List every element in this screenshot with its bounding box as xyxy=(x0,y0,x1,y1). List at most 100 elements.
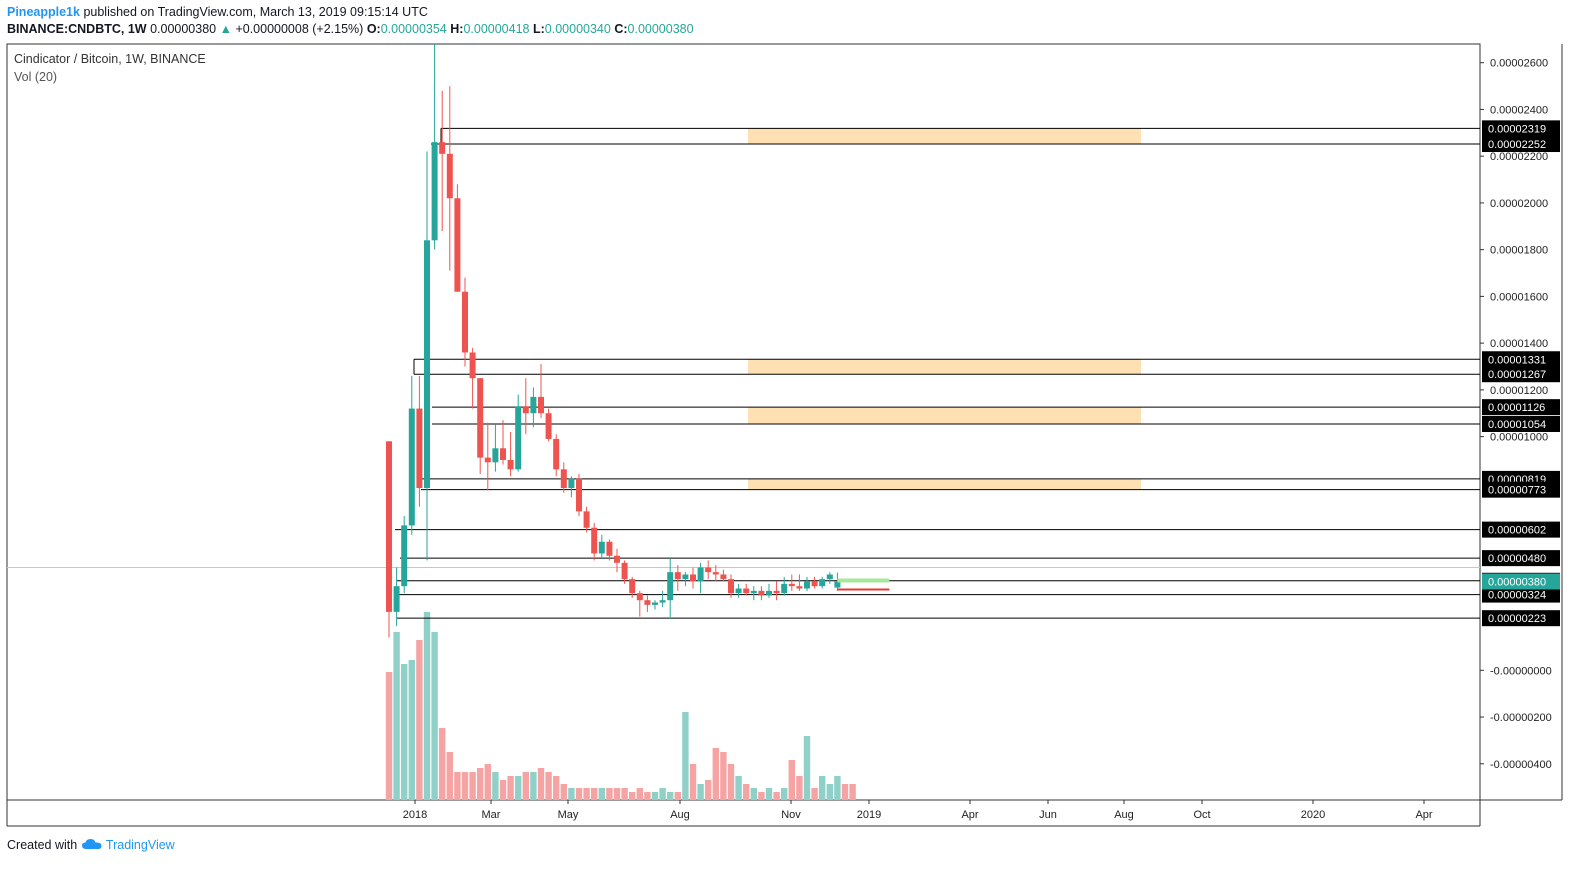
candle-body xyxy=(621,562,628,580)
candle-body xyxy=(469,352,476,379)
current-price-tag xyxy=(1482,573,1560,590)
pane-title: Cindicator / Bitcoin, 1W, BINANCE xyxy=(14,52,206,66)
volume-bar xyxy=(636,788,643,800)
x-tick-label: Apr xyxy=(1415,809,1432,821)
candle-body xyxy=(393,586,400,612)
volume-bar xyxy=(416,640,423,800)
volume-bar xyxy=(591,788,598,800)
level-price-tag xyxy=(1482,550,1560,567)
level-price-tag-label: 0.00001126 xyxy=(1488,402,1545,414)
candle-body xyxy=(682,574,689,580)
candle-body xyxy=(522,406,529,414)
candle-body xyxy=(568,478,575,489)
candle-body xyxy=(834,581,841,588)
publish-info: Pineapple1k published on TradingView.com… xyxy=(7,5,428,19)
candle-body xyxy=(652,602,658,605)
candle-body xyxy=(454,198,461,292)
tradingview-link[interactable]: TradingView xyxy=(105,838,175,852)
resistance-zone-1 xyxy=(748,359,1141,375)
level-price-tag xyxy=(1482,521,1560,538)
volume-bar xyxy=(750,788,757,800)
candle-body xyxy=(644,600,651,605)
low-label: L: xyxy=(532,22,545,36)
volume-bar xyxy=(621,788,628,800)
candle-body xyxy=(583,511,590,528)
candle-body xyxy=(712,572,719,575)
y-tick-label: -0.00000200 xyxy=(1490,712,1552,724)
candle-body xyxy=(553,438,560,470)
level-price-tag xyxy=(1482,136,1560,153)
candle-body xyxy=(735,588,742,594)
candle-body xyxy=(614,555,620,563)
level-price-tag xyxy=(1482,399,1560,416)
publish-text: published on TradingView.com, March 13, … xyxy=(83,5,428,19)
x-tick-label: Aug xyxy=(1114,809,1134,821)
x-tick-label: 2018 xyxy=(403,809,427,821)
candle-body xyxy=(515,406,522,470)
resistance-zone-3 xyxy=(748,478,1141,490)
symbol-label: BINANCE:CNDBTC, 1W xyxy=(7,22,147,36)
volume-bar xyxy=(423,612,431,800)
y-tick-label: 0.00002200 xyxy=(1490,151,1548,163)
volume-bar xyxy=(530,772,537,800)
volume-bar xyxy=(803,736,811,800)
volume-bar xyxy=(849,784,856,800)
created-with-text: Created with xyxy=(7,838,78,852)
candle-body xyxy=(606,541,613,556)
candle-body xyxy=(750,590,757,594)
volume-bar xyxy=(477,768,484,800)
volume-bar xyxy=(446,752,453,800)
level-price-tag-label: 0.00000773 xyxy=(1488,485,1546,497)
candle-body xyxy=(416,408,423,489)
volume-bar xyxy=(553,776,560,800)
y-tick-label: 0.00001800 xyxy=(1490,245,1548,257)
volume-bar xyxy=(537,768,545,800)
volume-bar xyxy=(385,672,393,800)
volume-bar xyxy=(469,772,476,800)
volume-bar xyxy=(796,776,803,800)
last-price: 0.00000380 xyxy=(150,22,217,36)
volume-bar xyxy=(522,772,529,800)
volume-bar xyxy=(560,784,567,800)
x-tick-label: Oct xyxy=(1193,809,1210,821)
y-tick-label: -0.00000400 xyxy=(1490,759,1552,771)
change-arrow-icon: ▲ xyxy=(219,22,232,36)
open-value: 0.00000354 xyxy=(380,22,447,36)
candle-body xyxy=(401,525,408,587)
x-tick-label: Jun xyxy=(1039,809,1057,821)
level-price-tag xyxy=(1482,351,1560,368)
y-tick-label: 0.00001200 xyxy=(1490,385,1548,397)
volume-bar xyxy=(834,776,841,800)
volume-bar xyxy=(507,776,514,800)
y-tick-label: 0.00001000 xyxy=(1490,432,1548,444)
candle-body xyxy=(811,581,818,587)
candle-body xyxy=(439,142,446,154)
volume-bar xyxy=(461,772,469,800)
volume-bar xyxy=(629,792,636,800)
candle-body xyxy=(781,583,788,594)
volume-bar xyxy=(568,788,575,800)
level-price-tag-label: 0.00000602 xyxy=(1488,525,1546,537)
volume-bar xyxy=(644,792,651,800)
candle-body xyxy=(576,478,582,512)
author-link[interactable]: Pineapple1k xyxy=(7,5,80,19)
volume-bar xyxy=(431,632,438,800)
candle-body xyxy=(690,574,696,582)
y-tick-label: 0.00001600 xyxy=(1490,291,1548,303)
candle-body xyxy=(766,590,772,596)
candle-body xyxy=(591,527,598,554)
candle-body xyxy=(819,579,826,587)
volume-bar xyxy=(659,788,666,800)
resistance-zone-2 xyxy=(748,407,1141,424)
candle-body xyxy=(530,396,537,414)
x-tick-label: 2020 xyxy=(1301,809,1325,821)
candle-body xyxy=(804,581,810,589)
volume-bar xyxy=(499,780,507,800)
ohlc-bar: BINANCE:CNDBTC, 1W 0.00000380 ▲ +0.00000… xyxy=(7,22,694,36)
volume-bar xyxy=(819,776,826,800)
open-label: O: xyxy=(366,22,381,36)
volume-bar xyxy=(811,788,818,800)
volume-bar xyxy=(484,764,491,800)
x-tick-label: Mar xyxy=(482,809,501,821)
